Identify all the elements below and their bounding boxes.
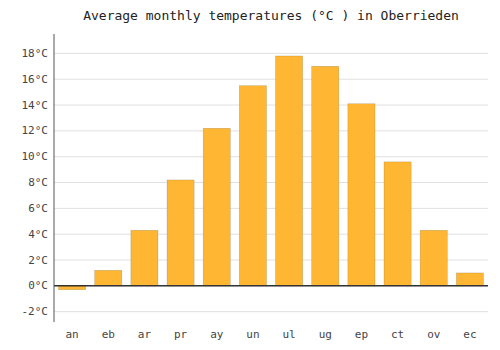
grid-line <box>54 182 488 183</box>
x-tick-label: ct <box>391 328 404 341</box>
bar <box>239 86 266 286</box>
bar <box>95 270 122 285</box>
grid-line <box>54 156 488 157</box>
grid-line <box>54 53 488 54</box>
bar <box>348 104 375 286</box>
x-tick-label: ul <box>282 328 295 341</box>
x-tick-label: eb <box>102 328 115 341</box>
y-tick-label: 8°C <box>28 176 48 189</box>
y-tick-label: 16°C <box>22 73 49 86</box>
y-ticks: -2°C 0°C 2°C 4°C 6°C 8°C 10°C 12°C 14°C 16°C 18°C <box>22 47 49 318</box>
y-tick-label: 6°C <box>28 202 48 215</box>
bars <box>59 56 484 290</box>
grid-line <box>54 130 488 131</box>
y-tick-label: 12°C <box>22 124 49 137</box>
y-tick-label: -2°C <box>22 305 49 318</box>
x-tick-label: an <box>65 328 78 341</box>
grid-line <box>54 208 488 209</box>
bar <box>456 273 483 286</box>
y-tick-label: 2°C <box>28 254 48 267</box>
y-tick-label: 0°C <box>28 279 48 292</box>
bar <box>420 230 447 286</box>
x-tick-label: ug <box>319 328 332 341</box>
x-tick-label: ar <box>138 328 152 341</box>
x-ticks: an eb ar pr ay un ul ug ep ct ov ec <box>65 328 476 341</box>
y-tick-label: 18°C <box>22 47 49 60</box>
grid-line <box>54 79 488 80</box>
grid-line <box>54 105 488 106</box>
grid-line <box>54 285 488 286</box>
title: Average monthly temperatures (°C ) in Ob… <box>83 8 459 23</box>
x-tick-label: ay <box>210 328 224 341</box>
y-axis-line <box>54 34 55 322</box>
bar <box>384 162 411 286</box>
x-tick-label: ov <box>427 328 441 341</box>
bar <box>203 128 230 286</box>
bar <box>167 180 194 286</box>
bar <box>312 66 339 286</box>
y-tick-label: 4°C <box>28 228 48 241</box>
bar <box>276 56 303 286</box>
bar <box>131 230 158 286</box>
grid-line <box>54 311 488 312</box>
y-tick-label: 14°C <box>22 99 49 112</box>
chart: Average monthly temperatures (°C ) in Ob… <box>0 0 500 350</box>
x-tick-label: un <box>246 328 259 341</box>
y-tick-label: 10°C <box>22 150 49 163</box>
x-tick-label: pr <box>174 328 188 341</box>
x-tick-label: ep <box>355 328 368 341</box>
zero-line <box>54 285 488 287</box>
grid <box>54 53 488 311</box>
chart-container: Average monthly temperatures (°C ) in Ob… <box>0 0 500 350</box>
x-tick-label: ec <box>463 328 476 341</box>
